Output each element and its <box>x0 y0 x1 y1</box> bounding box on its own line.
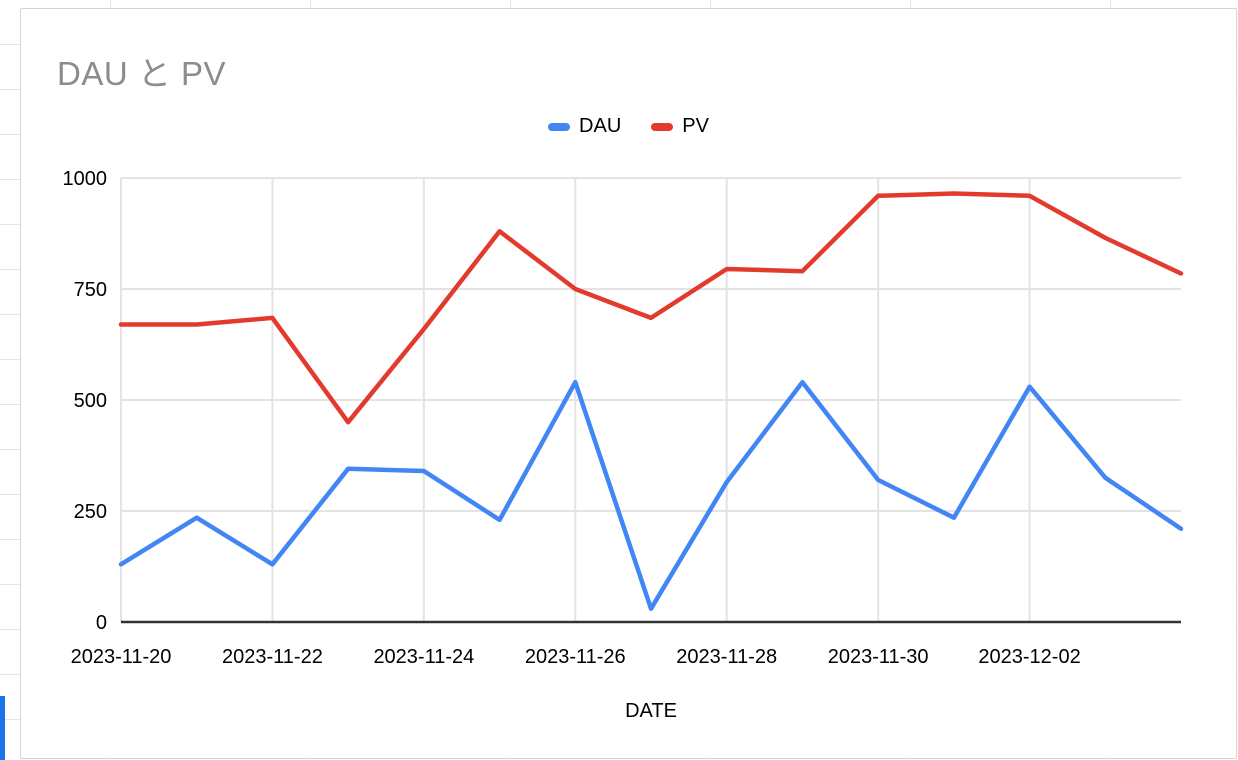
sheet-selection-strip <box>0 696 5 760</box>
x-tick-label: 2023-11-24 <box>373 646 474 668</box>
y-tick-label: 0 <box>96 612 107 634</box>
y-tick-label: 1000 <box>63 168 108 190</box>
y-tick-label: 750 <box>74 279 107 301</box>
legend-swatch-pv-icon <box>651 122 674 131</box>
x-axis-title: DATE <box>625 700 677 722</box>
legend-swatch-dau-icon <box>548 122 571 131</box>
x-tick-label: 2023-11-28 <box>676 646 777 668</box>
chart-legend: DAU PV <box>21 115 1236 138</box>
x-tick-label: 2023-11-20 <box>71 646 172 668</box>
x-tick-label: 2023-11-22 <box>222 646 323 668</box>
legend-label-pv: PV <box>682 115 709 137</box>
legend-item-dau: DAU <box>548 115 621 138</box>
chart-title: DAU と PV <box>57 55 227 92</box>
x-tick-label: 2023-11-26 <box>525 646 626 668</box>
chart-plot: 2023-11-20 2023-11-22 2023-11-24 2023-11-26… <box>63 168 1184 722</box>
legend-label-dau: DAU <box>579 115 622 137</box>
legend-item-pv: PV <box>651 115 709 138</box>
x-tick-label: 2023-12-02 <box>978 646 1080 668</box>
series-dau-line <box>118 379 1184 611</box>
chart-card[interactable]: DAU と PV DAU PV 2023-11-20 2023-11-22 2023… <box>20 8 1237 759</box>
y-tick-label: 250 <box>74 501 107 523</box>
x-tick-label: 2023-11-30 <box>828 646 929 668</box>
y-tick-label: 500 <box>74 390 107 412</box>
series-pv-line <box>118 191 1184 425</box>
